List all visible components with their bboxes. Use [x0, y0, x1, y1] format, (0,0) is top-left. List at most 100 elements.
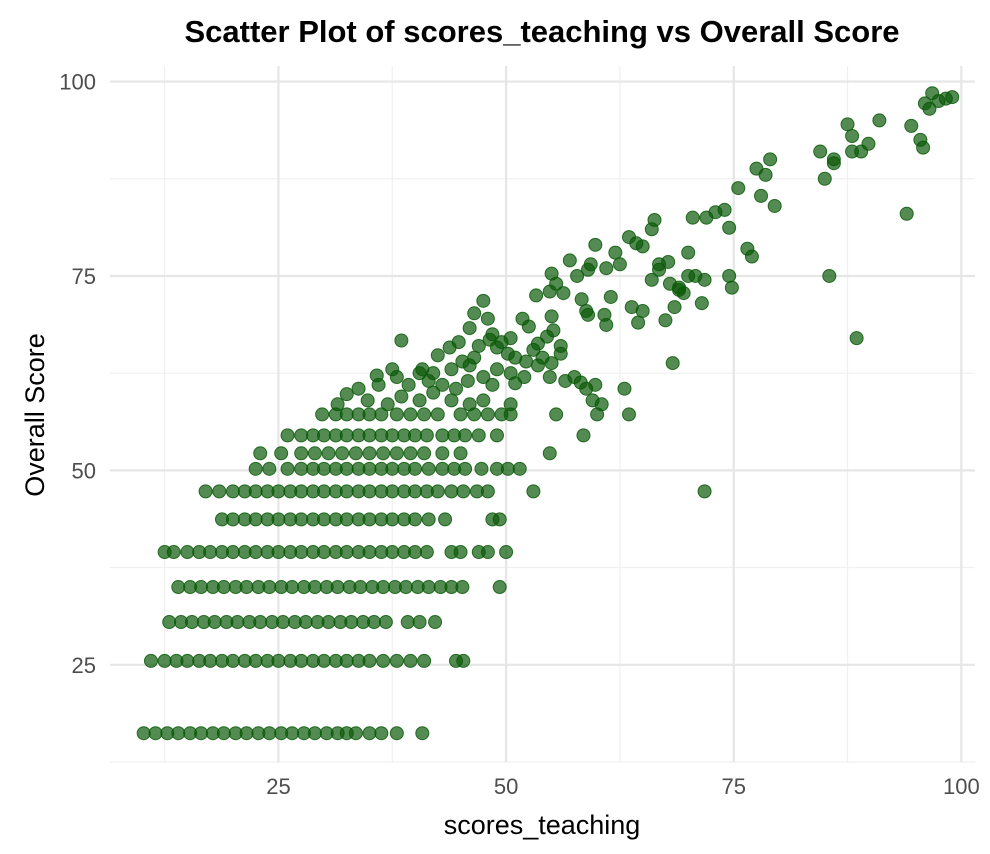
data-point: [294, 512, 309, 527]
data-point: [430, 407, 445, 422]
data-point: [417, 653, 432, 668]
data-point: [480, 545, 495, 560]
data-point: [348, 726, 363, 741]
data-point: [362, 428, 377, 443]
data-point: [362, 484, 377, 499]
data-point: [599, 317, 614, 332]
data-point: [403, 407, 418, 422]
data-point: [453, 407, 468, 422]
x-axis-ticks: 25 50 75 100: [266, 774, 979, 799]
data-point: [253, 446, 268, 461]
data-point: [385, 362, 400, 377]
data-point: [480, 407, 495, 422]
data-point: [553, 338, 568, 353]
data-point: [744, 249, 759, 264]
data-point: [722, 220, 737, 235]
data-point: [455, 354, 470, 369]
data-point: [456, 653, 471, 668]
data-point: [453, 446, 468, 461]
data-point: [661, 254, 676, 269]
data-point: [581, 307, 596, 322]
data-point: [576, 428, 591, 443]
data-point: [378, 615, 393, 630]
data-point: [403, 446, 418, 461]
data-point: [307, 446, 322, 461]
data-point: [521, 319, 536, 334]
data-point: [316, 545, 331, 560]
data-point: [845, 128, 860, 143]
data-point: [180, 653, 195, 668]
x-tick-label: 25: [266, 774, 290, 799]
data-point: [608, 245, 623, 260]
data-point: [489, 362, 504, 377]
data-point: [248, 545, 263, 560]
data-point: [435, 461, 450, 476]
data-point: [321, 615, 336, 630]
data-point: [248, 653, 263, 668]
data-point: [353, 580, 368, 595]
data-point: [476, 393, 491, 408]
data-point: [362, 512, 377, 527]
data-point: [685, 210, 700, 225]
data-point: [348, 446, 363, 461]
data-point: [339, 387, 354, 402]
data-point: [239, 726, 254, 741]
data-point: [339, 461, 354, 476]
data-point: [546, 323, 561, 338]
data-point: [216, 726, 231, 741]
data-point: [203, 545, 218, 560]
data-point: [362, 461, 377, 476]
data-point: [225, 484, 240, 499]
data-point: [408, 545, 423, 560]
y-tick-label: 75: [72, 264, 96, 289]
data-point: [212, 484, 227, 499]
data-point: [617, 381, 632, 396]
data-point: [316, 512, 331, 527]
data-point: [826, 156, 841, 171]
data-point: [499, 545, 514, 560]
y-tick-label: 25: [72, 653, 96, 678]
data-point: [492, 580, 507, 595]
data-point: [280, 428, 295, 443]
data-point: [485, 327, 500, 342]
data-point: [262, 461, 277, 476]
data-point: [362, 446, 377, 461]
data-point: [480, 311, 495, 326]
data-point: [376, 446, 391, 461]
data-point: [485, 377, 500, 392]
data-point: [622, 407, 636, 422]
data-point: [421, 580, 436, 595]
data-point: [635, 239, 650, 254]
data-point: [180, 545, 195, 560]
data-point: [362, 653, 377, 668]
data-point: [335, 446, 350, 461]
data-point: [351, 381, 366, 396]
data-point: [503, 397, 518, 412]
data-point: [430, 348, 445, 363]
data-point: [225, 512, 240, 527]
data-point: [419, 428, 434, 443]
data-point: [339, 407, 354, 422]
data-point: [376, 580, 391, 595]
data-point: [451, 335, 466, 350]
data-point: [476, 370, 491, 385]
data-point: [216, 580, 231, 595]
data-point: [426, 366, 441, 381]
x-tick-label: 100: [943, 774, 980, 799]
data-point: [922, 101, 937, 116]
data-point: [207, 615, 222, 630]
data-point: [849, 331, 864, 346]
minor-gridlines: [110, 66, 975, 763]
data-point: [362, 726, 377, 741]
data-point: [307, 580, 322, 595]
data-point: [767, 198, 782, 213]
data-point: [294, 653, 309, 668]
data-point: [444, 393, 459, 408]
data-point: [763, 152, 778, 167]
data-point: [544, 309, 559, 324]
data-point: [412, 393, 427, 408]
data-point: [271, 512, 286, 527]
data-point: [339, 653, 354, 668]
data-point: [822, 268, 837, 283]
